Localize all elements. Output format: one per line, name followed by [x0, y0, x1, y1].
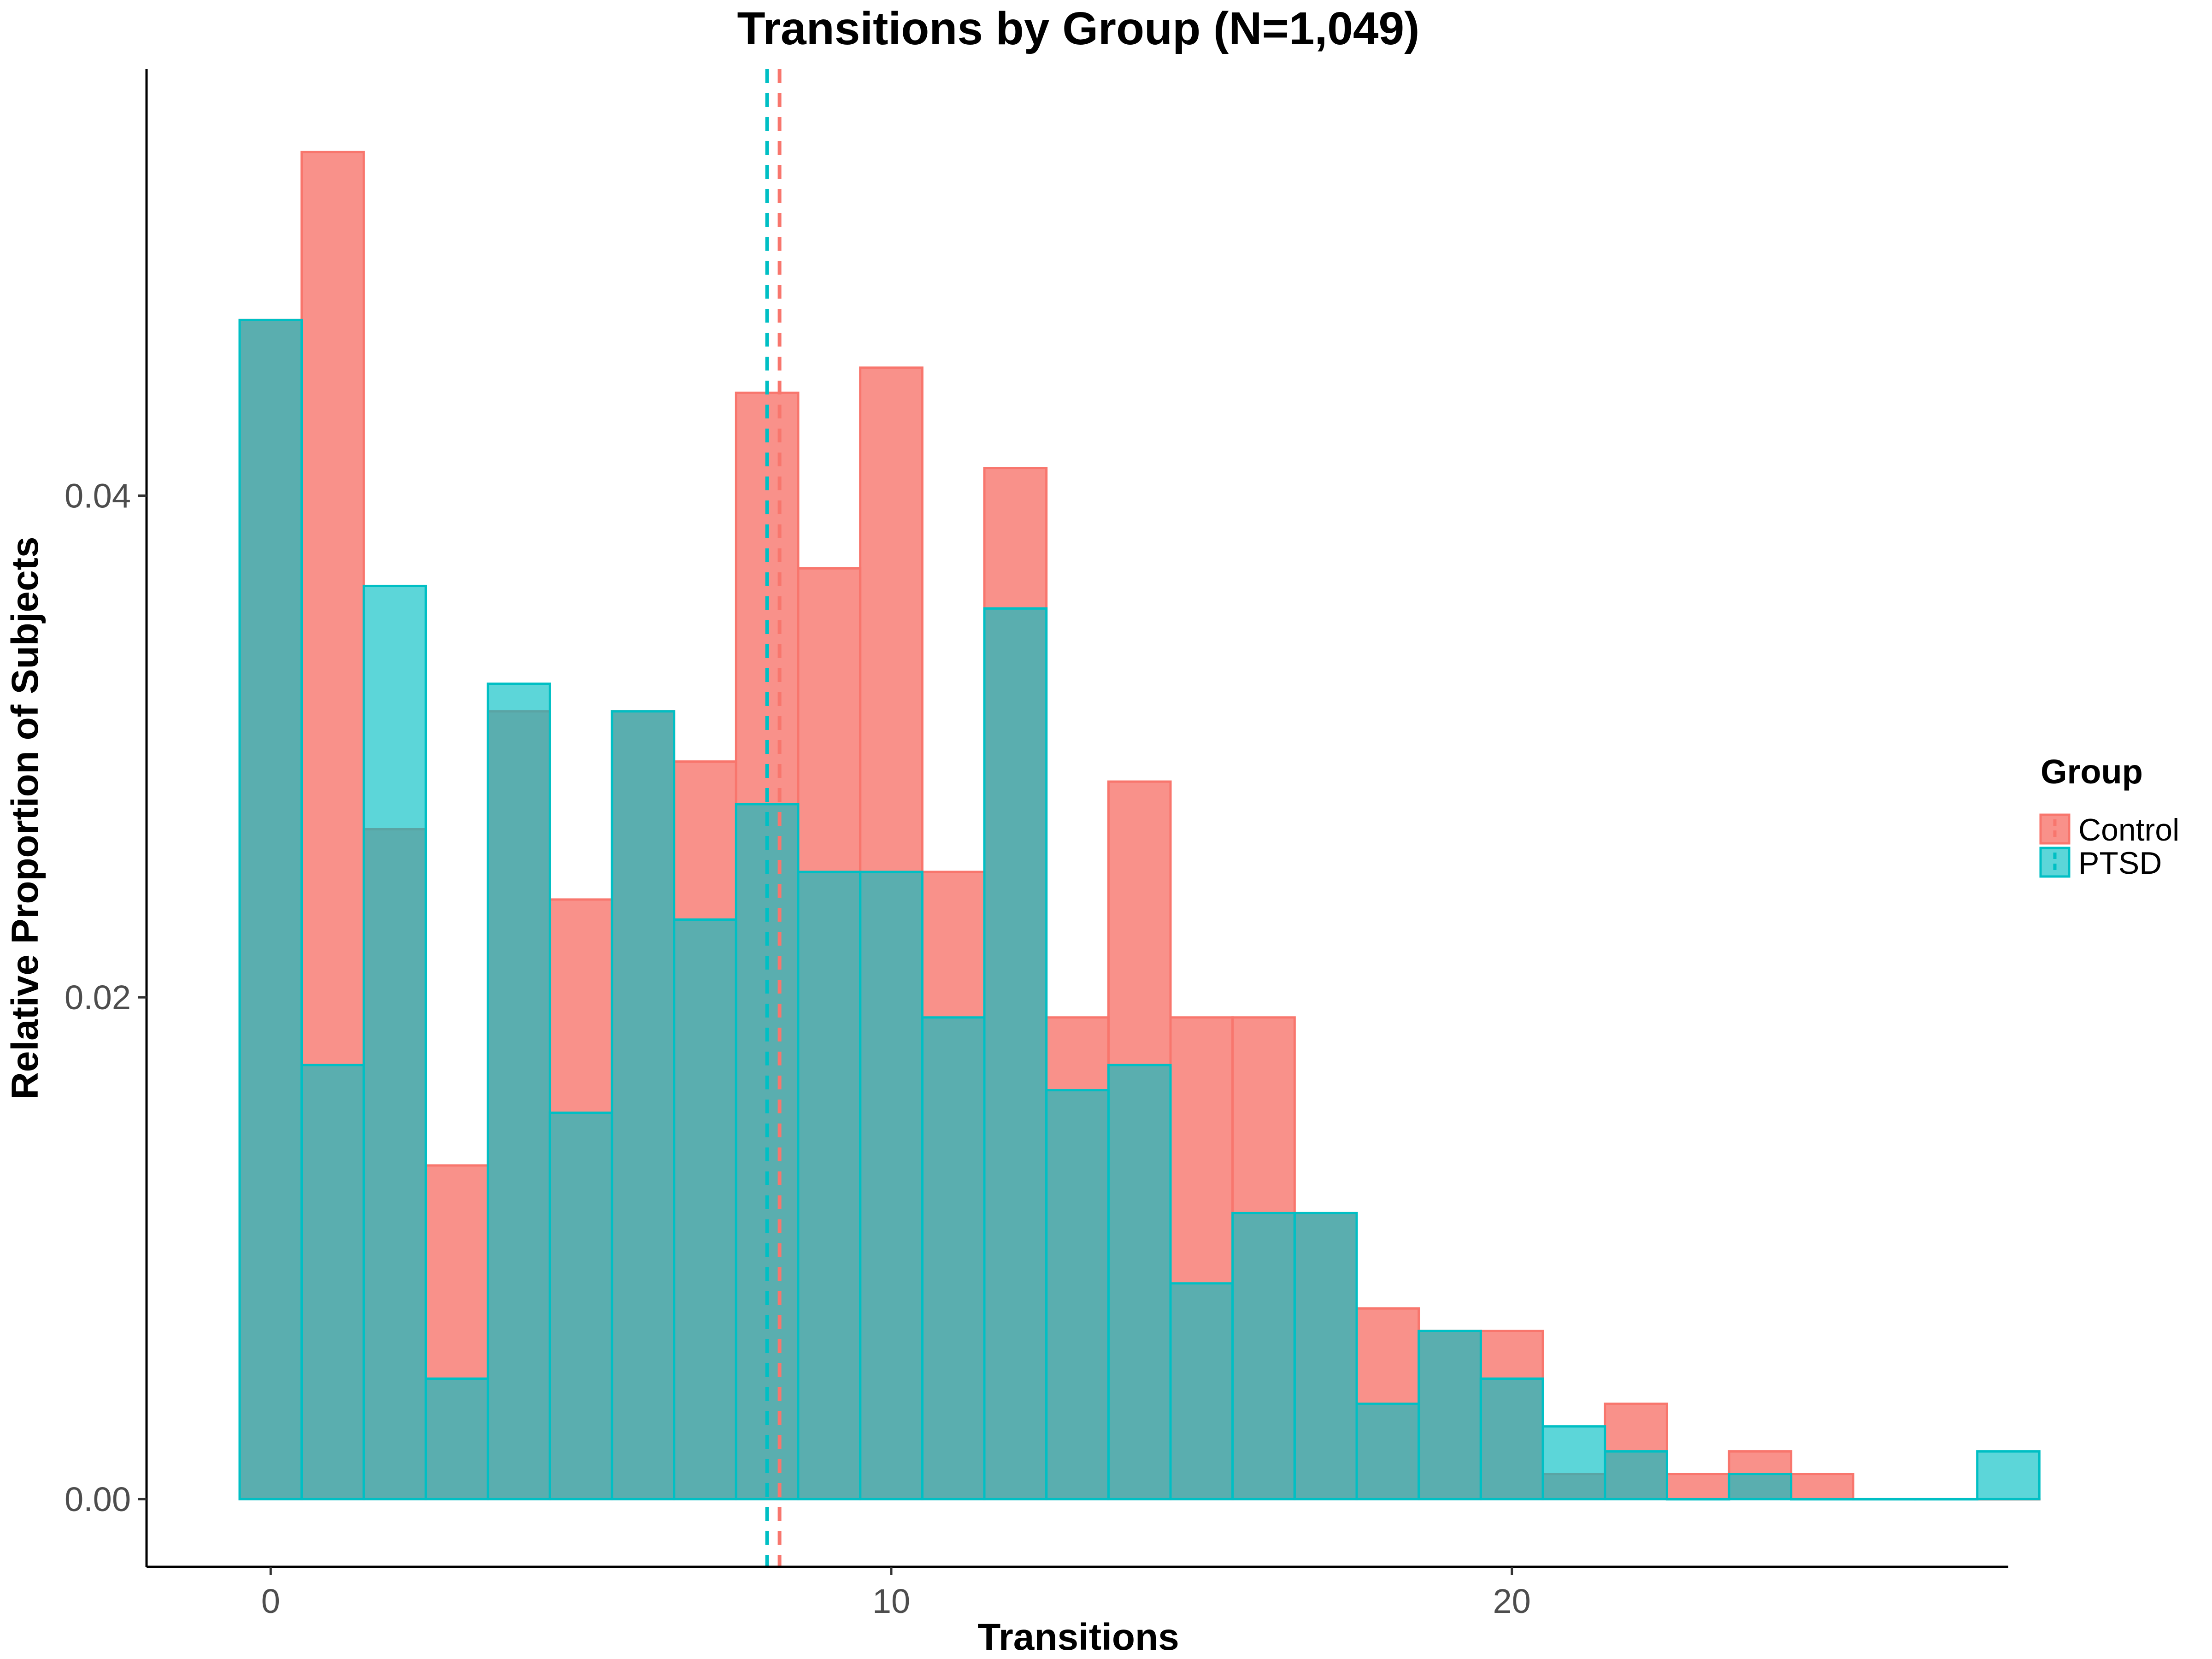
ptsd-bar [1479, 1377, 1544, 1500]
control-legend-label: Control [2078, 812, 2179, 847]
y-axis-ticks: 0.00 0.02 0.04 [65, 477, 147, 1518]
ptsd-bar [1231, 1212, 1296, 1500]
control-bar [1790, 1473, 1854, 1500]
y-axis-label: Relative Proportion of Subjects [4, 536, 46, 1099]
ptsd-bar [1852, 1498, 1917, 1501]
ptsd-bar [424, 1377, 489, 1500]
ptsd-bar [611, 710, 676, 1500]
ptsd-bar [362, 584, 427, 1500]
ptsd-bar [1293, 1212, 1358, 1500]
mean-reference-lines [765, 69, 782, 1567]
ptsd-bar [300, 1064, 365, 1500]
x-tick-label: 10 [872, 1582, 910, 1620]
ptsd-bar [983, 607, 1048, 1500]
ptsd-legend-label: PTSD [2078, 846, 2162, 881]
ptsd-bar [1728, 1473, 1793, 1500]
ptsd-legend-key [2039, 847, 2071, 878]
ptsd-bar [487, 682, 551, 1500]
ptsd-bar [1604, 1450, 1668, 1500]
y-tick-label: 0.04 [65, 477, 131, 515]
ptsd-bar [921, 1016, 986, 1500]
x-tick-label: 20 [1493, 1582, 1531, 1620]
ptsd-bar [1355, 1402, 1420, 1500]
control-bar [1665, 1473, 1730, 1500]
control-legend-key [2039, 813, 2071, 845]
ptsd-bar [238, 318, 303, 1500]
ptsd-bar [1976, 1450, 2041, 1500]
ptsd-bar [1665, 1498, 1730, 1501]
ptsd-bar [673, 918, 737, 1500]
legend-title: Group [2041, 753, 2143, 791]
ptsd-bar [548, 1112, 613, 1500]
x-axis-label: Transitions [977, 1616, 1179, 1658]
ptsd-bar [797, 871, 862, 1500]
ptsd-bar [1107, 1064, 1172, 1500]
ptsd-bar [1418, 1330, 1482, 1500]
chart-title: Transitions by Group (N=1,049) [737, 3, 1420, 54]
x-axis-ticks: 0 10 20 [261, 1567, 1531, 1620]
ptsd-bar [1169, 1282, 1234, 1500]
y-tick-label: 0.00 [65, 1480, 131, 1518]
x-tick-label: 0 [261, 1582, 280, 1620]
ptsd-bar [1045, 1089, 1110, 1500]
ptsd-bar [859, 871, 924, 1500]
y-tick-label: 0.02 [65, 978, 131, 1017]
ptsd-bar [1790, 1498, 1854, 1501]
ptsd-bars [238, 318, 2041, 1501]
ptsd-bar [1541, 1425, 1606, 1500]
ptsd-bar [1914, 1498, 1979, 1501]
axes [145, 69, 2008, 1568]
